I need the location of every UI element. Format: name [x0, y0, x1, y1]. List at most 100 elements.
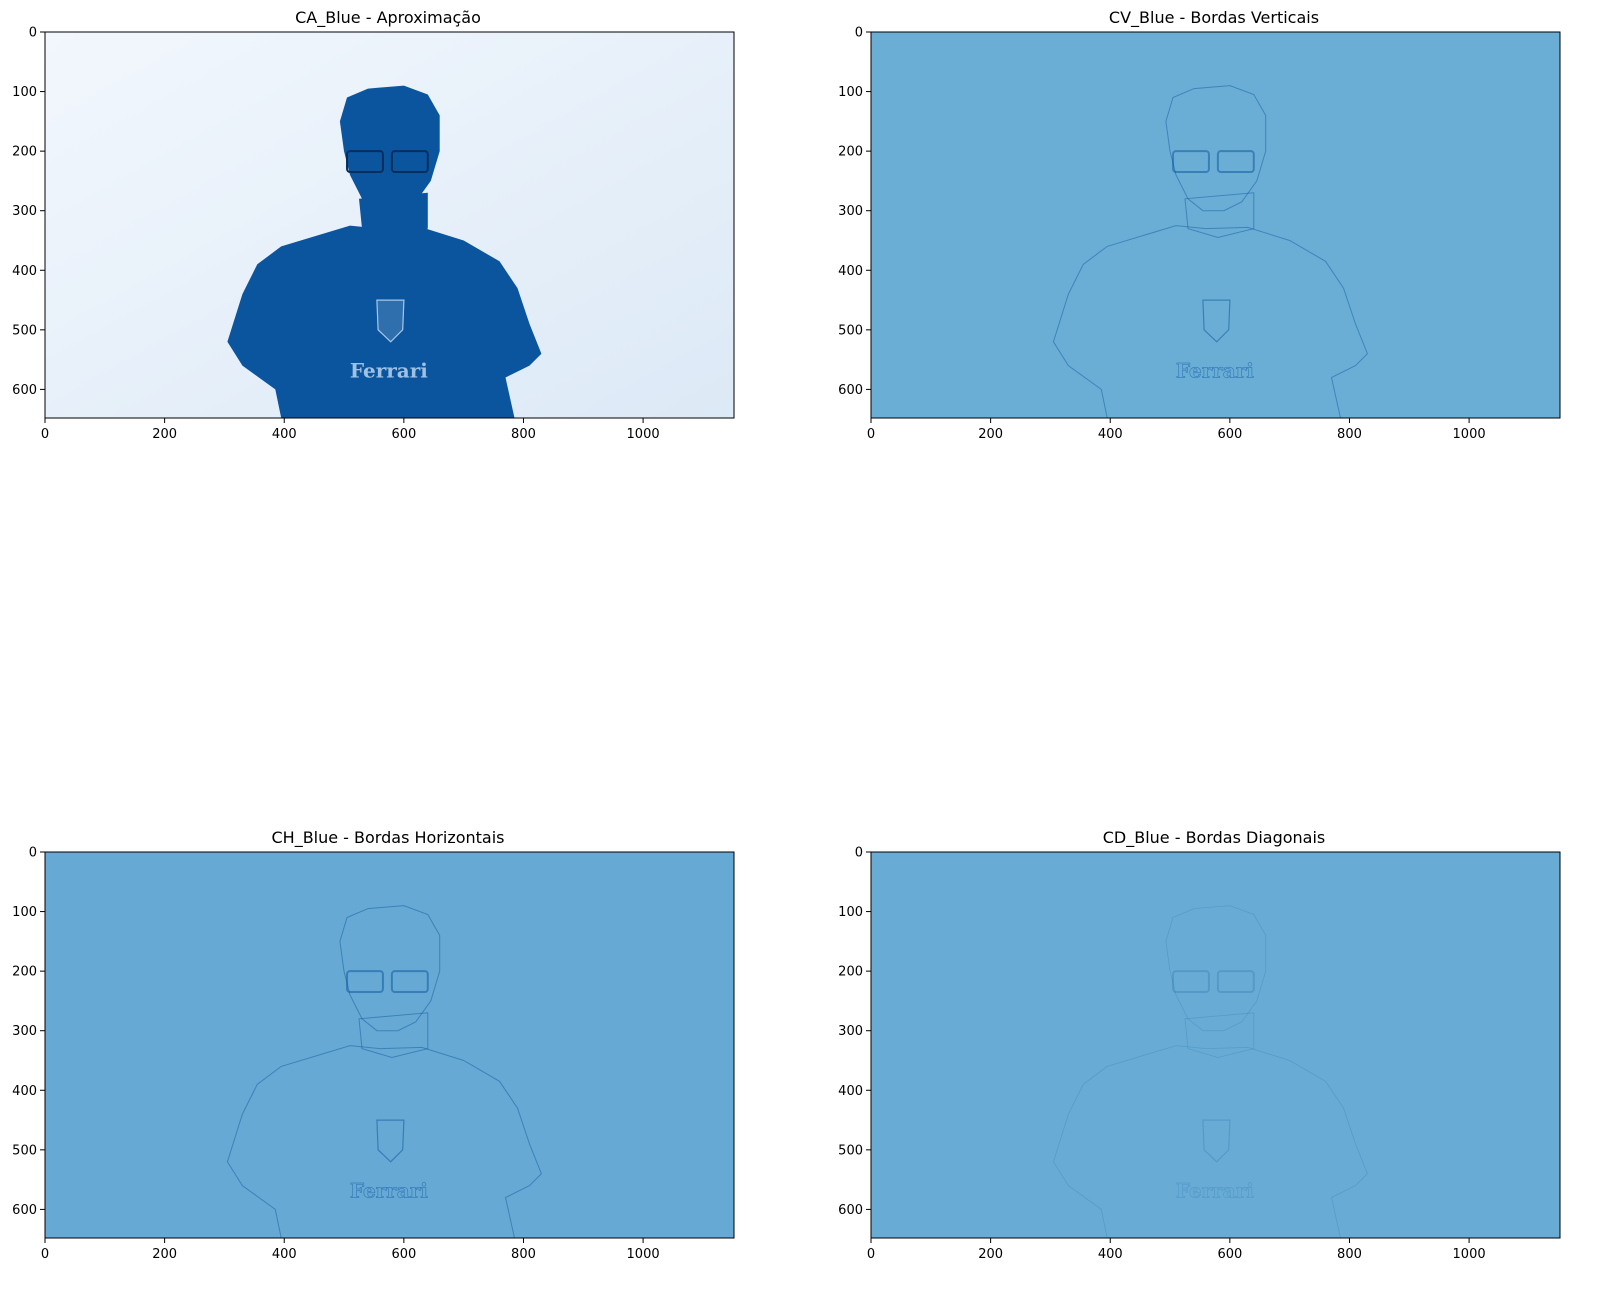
x-tick-label: 600: [391, 427, 416, 442]
y-tick-label: 500: [12, 1143, 37, 1158]
x-tick-label: 0: [41, 427, 49, 442]
glasses-right-lens: [390, 150, 429, 173]
x-tick-label: 800: [1337, 427, 1362, 442]
glasses-left-lens: [346, 970, 384, 993]
shirt-shield-emblem: [376, 299, 405, 343]
glasses-left-lens: [1172, 970, 1210, 993]
shirt-logo-text: Ferrari: [1176, 358, 1254, 382]
x-tick-label: 1000: [1453, 427, 1486, 442]
y-tick-label: 300: [838, 1024, 863, 1039]
x-tick-label: 0: [867, 1247, 875, 1262]
y-tick-label: 0: [29, 846, 37, 861]
glasses-right-lens: [390, 970, 429, 993]
person-head-shape: [339, 905, 441, 1032]
x-tick-label: 1000: [627, 427, 660, 442]
subplot-title: CA_Blue - Aproximação: [295, 8, 481, 28]
subplot-title: CD_Blue - Bordas Diagonais: [1103, 828, 1326, 848]
subplot-cd-blue: CD_Blue - Bordas Diagonais Ferrari 0 200 4…: [826, 820, 1586, 1280]
person-torso-shape: [1052, 225, 1368, 419]
x-tick-label: 800: [511, 1247, 536, 1262]
y-tick-label: 100: [838, 905, 863, 920]
subplot-title: CH_Blue - Bordas Horizontais: [271, 828, 504, 848]
y-tick-label: 0: [29, 26, 37, 41]
y-tick-label: 200: [838, 145, 863, 160]
y-tick-label: 600: [838, 1203, 863, 1218]
person-head-shape: [1165, 905, 1267, 1032]
x-tick-label: 1000: [627, 1247, 660, 1262]
x-tick-label: 200: [152, 1247, 177, 1262]
shirt-shield-emblem: [1202, 299, 1231, 343]
x-tick-label: 800: [1337, 1247, 1362, 1262]
shirt-logo-text: Ferrari: [350, 1178, 428, 1202]
chart-svg: CH_Blue - Bordas Horizontais Ferrari 0 20…: [12, 828, 735, 1262]
axes: 0 200 400 600 800 1000 0 100 200 300 400 500 600: [12, 26, 735, 442]
glasses-right-lens: [1216, 150, 1255, 173]
x-tick-label: 1000: [1453, 1247, 1486, 1262]
y-tick-label: 400: [12, 264, 37, 279]
shirt-logo-text: Ferrari: [1176, 1178, 1254, 1202]
plot-area: Ferrari: [45, 32, 734, 418]
subplot-cv-blue: CV_Blue - Bordas Verticais Ferrari 0 200 4…: [826, 0, 1586, 460]
shirt-logo-text: Ferrari: [350, 358, 428, 382]
person-torso-shape: [226, 1045, 542, 1239]
y-tick-label: 100: [838, 85, 863, 100]
chart-svg: CV_Blue - Bordas Verticais Ferrari 0 200 4…: [838, 8, 1561, 442]
person-head-shape: [339, 85, 440, 211]
axes-frame: [870, 851, 1561, 1239]
person-neck-shape: [1184, 192, 1255, 239]
plot-area: Ferrari: [45, 852, 734, 1239]
subplot-title: CV_Blue - Bordas Verticais: [1109, 8, 1319, 28]
x-tick-label: 0: [41, 1247, 49, 1262]
y-tick-label: 0: [855, 26, 863, 41]
axes: 0 200 400 600 800 1000 0 100 200 300 400 500 600: [838, 26, 1561, 442]
shirt-shield-emblem: [1202, 1119, 1231, 1163]
image-background: [45, 852, 734, 1238]
shirt-shield-emblem: [376, 1119, 405, 1163]
x-tick-label: 400: [272, 427, 297, 442]
y-tick-label: 500: [12, 323, 37, 338]
y-tick-label: 200: [12, 145, 37, 160]
subplot-ca-blue: CA_Blue - Aproximação Ferrari 0 200 400 600…: [0, 0, 760, 460]
x-tick-label: 600: [1217, 427, 1242, 442]
axes-frame: [870, 31, 1561, 419]
x-tick-label: 600: [391, 1247, 416, 1262]
x-tick-label: 400: [1098, 427, 1123, 442]
person-torso-shape: [1052, 1045, 1368, 1239]
x-tick-label: 800: [511, 427, 536, 442]
y-tick-label: 400: [12, 1084, 37, 1099]
chart-svg: CA_Blue - Aproximação Ferrari 0 200 400 600…: [12, 8, 735, 442]
y-tick-label: 100: [12, 905, 37, 920]
axes-frame: [44, 851, 735, 1239]
x-tick-label: 200: [152, 427, 177, 442]
y-tick-label: 600: [12, 1203, 37, 1218]
y-tick-label: 600: [12, 383, 37, 398]
y-tick-label: 0: [855, 846, 863, 861]
axes-frame: [44, 31, 735, 419]
chart-svg: CD_Blue - Bordas Diagonais Ferrari 0 200 4…: [838, 828, 1561, 1262]
image-background: [871, 852, 1560, 1238]
x-tick-label: 400: [272, 1247, 297, 1262]
person-head-shape: [1165, 85, 1267, 212]
y-tick-label: 200: [12, 965, 37, 980]
plot-area: Ferrari: [871, 852, 1560, 1239]
image-background: [871, 32, 1560, 418]
glasses-right-lens: [1216, 970, 1255, 993]
y-tick-label: 500: [838, 1143, 863, 1158]
subplot-ch-blue: CH_Blue - Bordas Horizontais Ferrari 0 20…: [0, 820, 760, 1280]
x-tick-label: 200: [978, 427, 1003, 442]
x-tick-label: 0: [867, 427, 875, 442]
y-tick-label: 400: [838, 1084, 863, 1099]
y-tick-label: 200: [838, 965, 863, 980]
glasses-left-lens: [1172, 150, 1210, 173]
plot-area: Ferrari: [871, 32, 1560, 419]
y-tick-label: 300: [838, 204, 863, 219]
x-tick-label: 600: [1217, 1247, 1242, 1262]
y-tick-label: 500: [838, 323, 863, 338]
axes: 0 200 400 600 800 1000 0 100 200 300 400 500 600: [12, 846, 735, 1262]
x-tick-label: 200: [978, 1247, 1003, 1262]
axes: 0 200 400 600 800 1000 0 100 200 300 400 500 600: [838, 846, 1561, 1262]
person-neck-shape: [1184, 1012, 1255, 1058]
y-tick-label: 400: [838, 264, 863, 279]
x-tick-label: 400: [1098, 1247, 1123, 1262]
glasses-left-lens: [346, 150, 384, 173]
